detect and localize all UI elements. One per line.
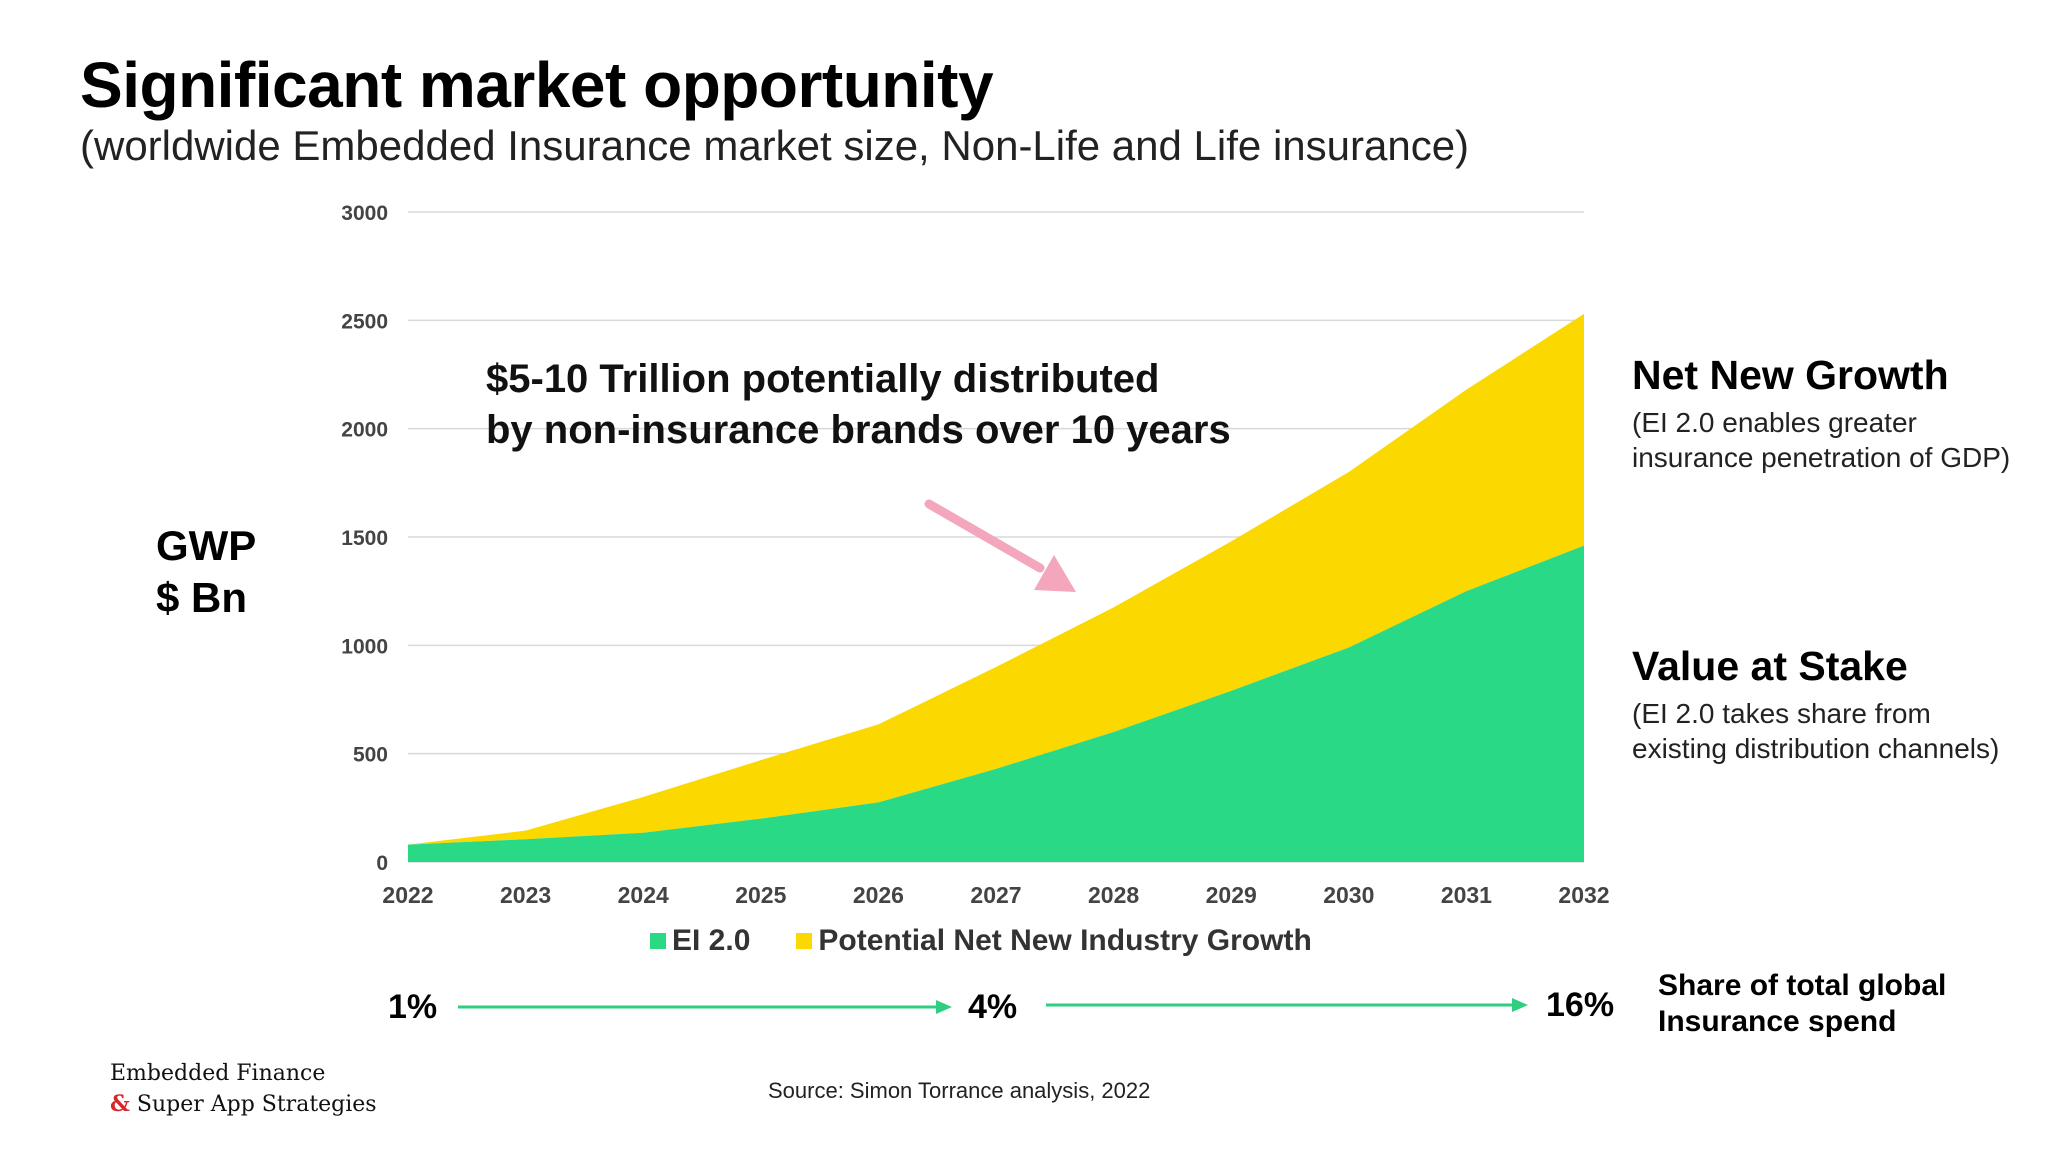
callout-line2: by non-insurance brands over 10 years (486, 408, 1231, 452)
share-arrow-2-head (1512, 998, 1528, 1012)
y-tick-label: 500 (353, 744, 388, 767)
legend-swatch-ei (650, 933, 666, 949)
legend-label-ei: EI 2.0 (672, 924, 751, 957)
share-mid: 4% (968, 988, 1018, 1026)
net-new-growth-title: Net New Growth (1632, 352, 1949, 398)
source-note: Source: Simon Torrance analysis, 2022 (768, 1078, 1151, 1103)
net-new-growth-desc: (EI 2.0 enables greater insurance penetr… (1632, 407, 2011, 473)
share-start: 1% (388, 988, 438, 1026)
areas (408, 313, 1584, 862)
page-subtitle: (worldwide Embedded Insurance market siz… (80, 122, 1470, 169)
y-tick-label: 3000 (341, 202, 388, 225)
x-tick-label: 2032 (1558, 882, 1609, 908)
share-end: 16% (1546, 986, 1615, 1024)
y-axis-label-line1: GWP (156, 522, 257, 569)
y-axis-label: GWP $ Bn (156, 520, 256, 624)
x-tick-label: 2030 (1323, 882, 1374, 908)
area-potential-net-new-growth (408, 313, 1584, 845)
legend-item-growth: Potential Net New Industry Growth (796, 924, 1312, 958)
brand-ampersand: & (110, 1091, 130, 1117)
share-label-line2: Insurance spend (1658, 1005, 1897, 1038)
value-at-stake-title: Value at Stake (1632, 643, 1908, 689)
x-tick-label: 2027 (970, 882, 1021, 908)
callout-arrow-head (1034, 555, 1076, 592)
x-tick-label: 2026 (853, 882, 904, 908)
y-tick-label: 1000 (341, 635, 388, 658)
page-title: Significant market opportunity (80, 49, 994, 121)
x-tick-labels: 2022 2023 2024 2025 2026 2027 2028 2029 2030 2031… (382, 882, 1609, 908)
x-tick-label: 2025 (735, 882, 786, 908)
brand-logo: Embedded Finance & Super App Strategies (110, 1058, 377, 1120)
callout-line1: $5-10 Trillion potentially distributed (486, 357, 1160, 401)
annotation-arrows (458, 499, 1528, 1014)
y-tick-label: 1500 (341, 527, 388, 550)
callout-arrow-shaft (924, 499, 1045, 573)
x-tick-label: 2023 (500, 882, 551, 908)
area-ei-2-0 (408, 545, 1584, 862)
y-tick-label: 0 (376, 852, 388, 875)
x-tick-label: 2028 (1088, 882, 1139, 908)
x-tick-label: 2024 (618, 882, 669, 908)
share-label-line1: Share of total global (1658, 969, 1947, 1002)
brand-line1: Embedded Finance (110, 1061, 326, 1086)
y-tick-label: 2000 (341, 419, 388, 442)
legend-label-growth: Potential Net New Industry Growth (818, 924, 1312, 957)
x-tick-label: 2029 (1206, 882, 1257, 908)
x-tick-label: 2031 (1441, 882, 1492, 908)
x-tick-label: 2022 (382, 882, 433, 908)
share-label: Share of total global Insurance spend (1658, 968, 1946, 1040)
callout-text: $5-10 Trillion potentially distributed b… (486, 354, 1231, 456)
legend-swatch-growth (796, 933, 813, 949)
brand-line2-wrap: & Super App Strategies (110, 1089, 377, 1120)
legend-item-ei: EI 2.0 (650, 924, 750, 958)
brand-line2: Super App Strategies (129, 1092, 377, 1117)
value-at-stake-desc: (EI 2.0 takes share from existing distri… (1632, 698, 2000, 764)
value-at-stake-label: Value at Stake (EI 2.0 takes share from … (1632, 643, 2012, 766)
y-axis-label-line2: $ Bn (156, 574, 248, 621)
share-arrow-1-head (936, 1000, 952, 1014)
net-new-growth-label: Net New Growth (EI 2.0 enables greater i… (1632, 352, 2012, 475)
y-tick-label: 2500 (341, 310, 388, 333)
y-tick-labels: 0 500 1000 1500 2000 2500 3000 (341, 202, 388, 875)
chart-legend: EI 2.0 Potential Net New Industry Growth (650, 924, 1358, 958)
